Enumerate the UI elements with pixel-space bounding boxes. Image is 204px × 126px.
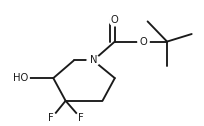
Ellipse shape bbox=[109, 14, 120, 26]
Ellipse shape bbox=[137, 36, 148, 47]
Ellipse shape bbox=[45, 113, 57, 124]
Ellipse shape bbox=[75, 113, 86, 124]
Ellipse shape bbox=[12, 72, 29, 84]
Ellipse shape bbox=[87, 55, 99, 66]
Text: N: N bbox=[89, 55, 96, 66]
Text: O: O bbox=[139, 37, 147, 47]
Text: F: F bbox=[48, 113, 54, 123]
Text: HO: HO bbox=[13, 73, 28, 83]
Text: O: O bbox=[110, 15, 118, 25]
Text: F: F bbox=[78, 113, 83, 123]
